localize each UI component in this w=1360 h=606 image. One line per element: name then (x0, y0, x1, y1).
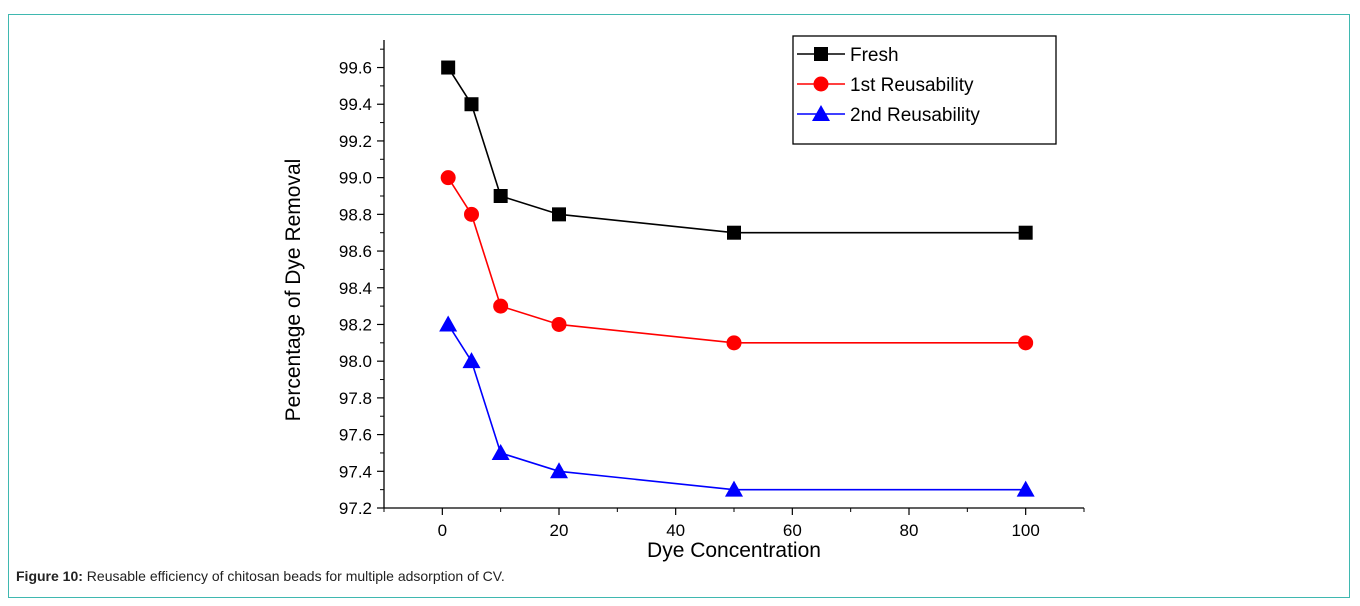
legend-label: 2nd Reusability (850, 105, 980, 126)
y-tick-label: 98.6 (339, 242, 372, 261)
y-tick-label: 99.0 (339, 169, 372, 188)
series-line (447, 177, 1026, 344)
data-point (1018, 335, 1034, 351)
data-point (726, 335, 742, 351)
legend-item: 2nd Reusability (797, 105, 980, 126)
y-tick-label: 97.8 (339, 389, 372, 408)
figure-caption: Figure 10: Reusable efficiency of chitos… (16, 568, 505, 584)
figure-caption-text: Reusable efficiency of chitosan beads fo… (82, 568, 505, 584)
y-tick-label: 97.4 (339, 462, 372, 481)
y-tick-label: 97.2 (339, 499, 372, 518)
data-point (464, 206, 479, 222)
y-tick-label: 98.2 (339, 315, 372, 334)
data-point (493, 298, 509, 314)
data-point (550, 462, 568, 479)
series-2 (440, 170, 1034, 351)
x-tick-label: 80 (900, 521, 919, 540)
data-point (725, 480, 743, 497)
data-point (552, 207, 566, 222)
x-tick-label: 60 (783, 521, 802, 540)
data-point (1016, 480, 1035, 497)
legend-marker (813, 76, 829, 92)
chart-plot-area (439, 60, 1035, 497)
data-point (551, 316, 567, 332)
series-3 (439, 315, 1035, 497)
data-point (1018, 225, 1033, 240)
legend-marker (814, 47, 828, 61)
x-tick-label: 0 (438, 521, 447, 540)
y-tick-label: 98.0 (339, 352, 372, 371)
series-1 (441, 60, 1033, 240)
data-point (464, 97, 479, 112)
y-tick-label: 97.6 (339, 426, 372, 445)
x-tick-label: 40 (666, 521, 685, 540)
series-line (447, 324, 1026, 491)
chart-legend: Fresh 1st Reusability 2nd Reusability (792, 35, 1057, 145)
legend-label: Fresh (850, 45, 899, 66)
data-point (493, 189, 508, 203)
y-tick-label: 99.6 (339, 59, 372, 78)
legend-marker (812, 105, 830, 121)
y-tick-label: 98.4 (339, 279, 372, 298)
x-tick-label: 100 (1011, 521, 1039, 540)
chart-axes: 97.2 97.4 97.6 97.8 98.0 98.2 98.4 98.6 98.8 99.0… (339, 40, 1085, 540)
data-point (439, 315, 458, 332)
legend-item: 1st Reusability (797, 75, 974, 96)
data-point (491, 443, 510, 460)
y-axis-label: Percentage of Dye Removal (282, 159, 305, 422)
y-tick-label: 98.8 (339, 205, 372, 224)
y-tick-label: 99.2 (339, 132, 372, 151)
y-tick-label: 99.4 (339, 95, 372, 114)
data-point (462, 352, 481, 369)
x-axis-label: Dye Concentration (647, 539, 821, 562)
figure-caption-label: Figure 10: (16, 568, 83, 584)
data-point (441, 60, 456, 75)
legend-item: Fresh (797, 45, 899, 66)
figure-frame (8, 14, 1350, 598)
data-point (440, 170, 456, 186)
x-tick-label: 20 (550, 521, 569, 540)
data-point (727, 225, 741, 240)
legend-label: 1st Reusability (850, 75, 974, 96)
